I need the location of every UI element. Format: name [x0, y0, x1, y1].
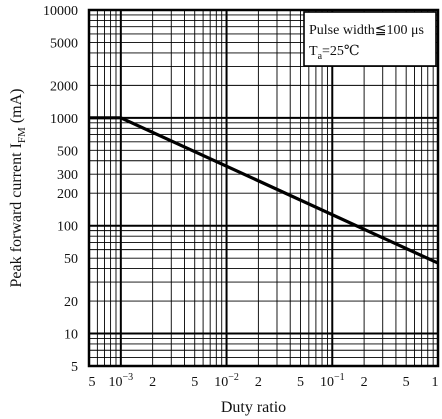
plot-frame — [87, 8, 440, 368]
x-axis-label: Duty ratio — [221, 399, 286, 416]
annotation-temp-value: =25℃ — [322, 44, 360, 59]
y-tick-label: 1000 — [50, 112, 78, 127]
annotation-pulse-width: Pulse width≦100 μs — [309, 23, 424, 38]
y-axis-label-subscript: FM — [16, 127, 28, 143]
y-tick-labels: 10000 5000 2000 1000 500 300 200 100 50 20 10 5 — [43, 4, 78, 375]
y-tick-label: 50 — [64, 252, 78, 267]
x-tick-label: 1 — [432, 375, 439, 390]
series-layer — [89, 116, 439, 265]
x-tick-base: 10 — [214, 375, 228, 390]
y-tick-label: 200 — [57, 187, 78, 202]
x-tick-label: 5 — [403, 375, 410, 390]
x-tick-label: 5 — [297, 375, 304, 390]
x-tick-base: 10 — [109, 375, 123, 390]
y-tick-label: 5000 — [50, 36, 78, 51]
annotation-temp-subscript: a — [318, 51, 323, 62]
x-tick-label: 2 — [361, 375, 368, 390]
x-tick-label: 5 — [191, 375, 198, 390]
annotation-temp-symbol: T — [309, 44, 318, 59]
y-tick-label: 500 — [57, 144, 78, 159]
x-tick-label: 10−1 — [320, 372, 345, 390]
x-tick-exponent: −1 — [334, 372, 345, 383]
x-tick-label: 5 — [89, 375, 96, 390]
grid — [89, 10, 438, 366]
y-axis-label-unit: (mA) — [8, 89, 25, 128]
annotation-background — [303, 11, 437, 67]
y-tick-label: 2000 — [50, 79, 78, 94]
y-tick-label: 300 — [57, 168, 78, 183]
x-tick-label: 2 — [255, 375, 262, 390]
y-tick-label: 5 — [71, 360, 78, 375]
y-tick-label: 20 — [64, 295, 78, 310]
x-tick-base: 10 — [320, 375, 334, 390]
x-tick-label: 2 — [149, 375, 156, 390]
x-tick-exponent: −2 — [228, 372, 239, 383]
y-tick-label: 10000 — [43, 4, 78, 19]
annotation-box: Pulse width≦100 μs Ta=25℃ — [303, 11, 437, 67]
annotation-temperature: Ta=25℃ — [309, 44, 360, 62]
x-tick-labels: 5 10−3 2 5 10−2 2 5 10−1 2 5 1 — [89, 372, 439, 390]
y-tick-label: 100 — [57, 220, 78, 235]
y-tick-label: 10 — [64, 328, 78, 343]
x-tick-label: 10−2 — [214, 372, 239, 390]
series-line — [89, 116, 439, 265]
y-axis-label: Peak forward current IFM (mA) — [8, 89, 28, 288]
x-tick-exponent: −3 — [123, 372, 134, 383]
y-axis-label-main: Peak forward current I — [8, 143, 25, 287]
x-tick-label: 10−3 — [109, 372, 134, 390]
